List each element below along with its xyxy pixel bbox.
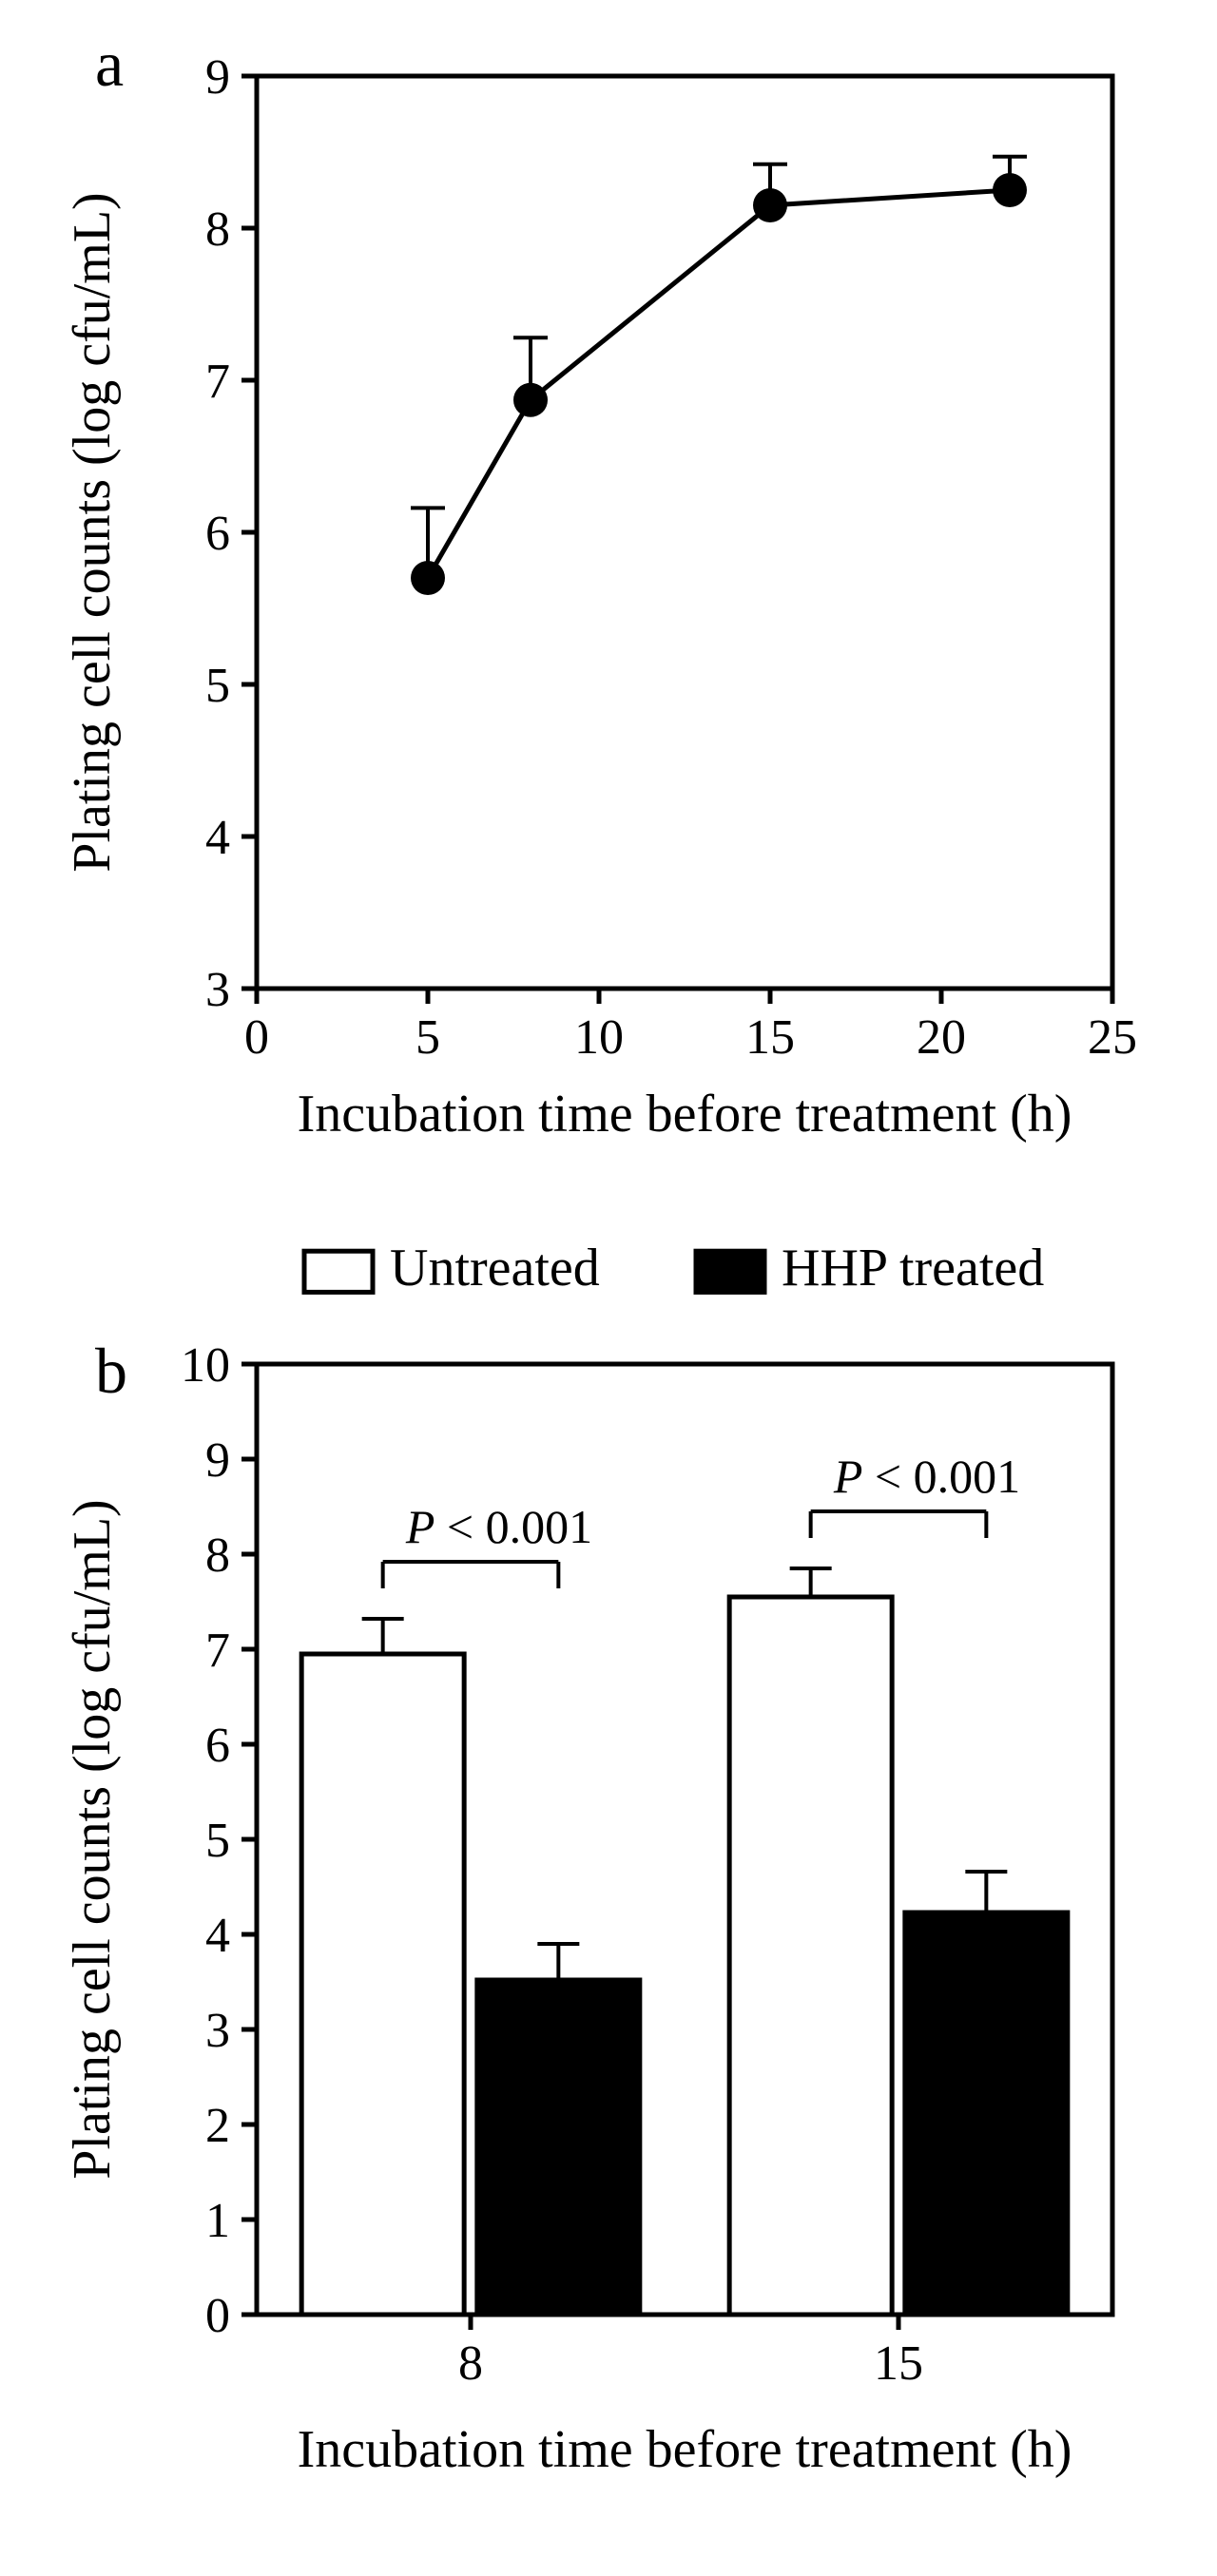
panel-b-bar — [477, 1980, 640, 2315]
panel-b-legend: Untreated HHP treated — [304, 1240, 1044, 1298]
panel-a-marker — [753, 188, 787, 222]
panel-b-svg: UntreatedHHP treated b 012345678910 815 … — [38, 1240, 1179, 2552]
panel-a-ylabel: Plating cell counts (log cfu/mL) — [63, 192, 122, 872]
panel-a-marker — [411, 561, 445, 595]
panel-a-svg: a 0 5 10 15 20 25 3 4 5 6 7 8 9 Incubation time bef… — [38, 19, 1179, 1236]
panel-b-xtick-label: 15 — [874, 2336, 923, 2391]
sig-label: P < 0.001 — [833, 1450, 1020, 1503]
panel-b-bar — [905, 1913, 1068, 2315]
figure-container: a 0510152025 3456789 Incubation time bef… — [0, 0, 1217, 2576]
panel-a-marker — [993, 173, 1027, 207]
panel-b-sig: P < 0.001 P < 0.001 — [383, 1450, 1020, 1588]
panel-b-ytick-label: 0 — [205, 2289, 230, 2343]
panel-b-xtick-label: 8 — [458, 2336, 483, 2391]
panel-a-marker — [513, 383, 548, 417]
panel-a-ytick-label: 5 — [205, 659, 230, 713]
panel-b-ytick-label: 3 — [205, 2004, 230, 2058]
panel-a-x-ticks: 0 5 10 15 20 25 — [244, 989, 1137, 1065]
panel-a-ytick-label: 8 — [205, 202, 230, 257]
panel-a-xtick-label: 25 — [1088, 1010, 1137, 1065]
panel-a-ytick-label: 9 — [205, 50, 230, 105]
panel-b-label: b — [95, 1335, 127, 1407]
panel-b-ytick-label: 8 — [205, 1528, 230, 1583]
panel-a-xtick-label: 10 — [574, 1010, 624, 1065]
panel-b-ylabel: Plating cell counts (log cfu/mL) — [63, 1499, 122, 2179]
panel-a-plot-box — [257, 76, 1112, 989]
panel-a-xtick-label: 0 — [244, 1010, 269, 1065]
legend-swatch — [696, 1251, 764, 1292]
panel-b-xlabel: Incubation time before treatment (h) — [298, 2420, 1072, 2479]
legend-swatch — [304, 1251, 373, 1292]
panel-a-xtick-label: 5 — [415, 1010, 440, 1065]
panel-b-ytick-label: 1 — [205, 2194, 230, 2248]
panel-b-bars — [301, 1568, 1068, 2315]
panel-a-data — [411, 157, 1027, 595]
panel-a-ytick-label: 6 — [205, 507, 230, 561]
panel-a-ytick-label: 3 — [205, 963, 230, 1017]
panel-b-ytick-label: 10 — [181, 1338, 230, 1393]
panel-a-y-ticks: 3 4 5 6 7 8 9 — [205, 50, 257, 1017]
panel-b-ytick-label: 7 — [205, 1624, 230, 1678]
panel-b-bar — [729, 1597, 892, 2315]
panel-a-xtick-label: 15 — [745, 1010, 795, 1065]
panel-b-ytick-label: 4 — [205, 1909, 230, 1963]
legend-label: HHP treated — [782, 1240, 1044, 1298]
panel-b-y-ticks: 0 1 2 3 4 5 6 7 8 9 10 — [181, 1338, 257, 2343]
panel-a-xtick-label: 20 — [917, 1010, 966, 1065]
panel-b-ytick-label: 9 — [205, 1433, 230, 1488]
legend-label: Untreated — [390, 1240, 600, 1298]
panel-b-ytick-label: 2 — [205, 2099, 230, 2153]
panel-a-ytick-label: 4 — [205, 811, 230, 865]
panel-a-label: a — [95, 28, 124, 100]
panel-b-ytick-label: 5 — [205, 1814, 230, 1868]
panel-b-ytick-label: 6 — [205, 1719, 230, 1773]
panel-a-ytick-label: 7 — [205, 355, 230, 409]
panel-a-line — [428, 190, 1010, 578]
sig-label: P < 0.001 — [405, 1500, 592, 1553]
panel-b-bar — [301, 1654, 464, 2315]
panel-a-xlabel: Incubation time before treatment (h) — [298, 1085, 1072, 1144]
panel-b-x-ticks: 8 15 — [458, 2315, 923, 2391]
